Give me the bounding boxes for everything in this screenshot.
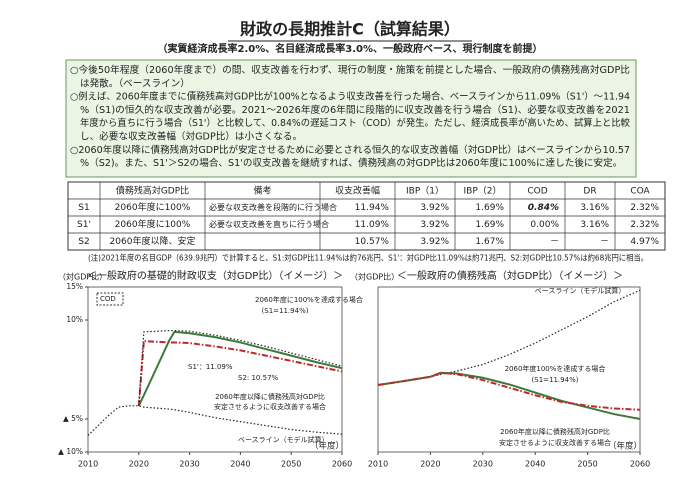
table-cell: 2060年度に100%: [115, 201, 191, 213]
annotation: 安定させるように収支改善する場合: [499, 438, 611, 447]
series-line: [377, 371, 641, 411]
table-cell: 1.69%: [475, 203, 504, 213]
annotation: 2060年度以降に債務残高対GDP比: [500, 427, 610, 436]
annotation: 2060年度以降に債務残高対GDP比: [215, 392, 325, 401]
table-cell: 2060年度に100%: [115, 218, 191, 230]
table-cell: 2060年度以降、安定: [110, 235, 196, 247]
table-cell: 3.16%: [580, 203, 609, 213]
x-tick-label: 2050: [281, 460, 301, 469]
annotation: (S1=11.94%): [532, 376, 579, 384]
table-cell: 2.32%: [630, 220, 659, 230]
chart-title: ＜一般政府の基礎的財政収支（対GDP比）（イメージ）＞: [87, 269, 343, 282]
annotation: S1'：11.09%: [188, 363, 233, 371]
summary-line: し、必要な収支改善幅（対GDP比）は小さくなる。: [80, 131, 302, 143]
summary-line: ○例えば、2060年度までに債務残高対GDP比が100%となるよう収支改善を行っ…: [70, 91, 630, 103]
table-header: 収支改善幅: [335, 185, 380, 197]
y-tick-label: ▲ 5%: [63, 414, 83, 423]
series-line: [87, 405, 343, 436]
table-cell: 1.69%: [475, 220, 504, 230]
y-tick-label: ▲ 10%: [58, 447, 83, 456]
summary-line: %（S1)の恒久的な収支改善が必要。2021～2026年度の6年間に段階的に収支…: [80, 104, 630, 116]
table-header: COD: [527, 187, 547, 197]
summary-line: 年度から直ちに行う場合（S1'）と比較して、0.84%の遅延コスト（COD）が発…: [80, 117, 630, 129]
table-header: DR: [583, 187, 596, 197]
series-line: [137, 330, 343, 407]
table-cell: 1.67%: [475, 237, 504, 247]
x-tick-label: 2040: [230, 460, 250, 469]
x-tick-label: 2040: [525, 460, 545, 469]
y-tick-label: 15%: [66, 282, 83, 291]
table-cell: 3.16%: [580, 220, 609, 230]
x-tick-label: 2030: [179, 460, 199, 469]
y-axis-label: （対GDP比）: [58, 272, 107, 282]
table-cell: 4.97%: [630, 237, 659, 247]
table-cell: S1: [78, 203, 89, 213]
table-cell: 11.09%: [355, 220, 390, 230]
table-cell: 3.92%: [420, 220, 449, 230]
annotation: 2060年度100%を達成する場合: [505, 364, 606, 373]
x-tick-label: 2010: [368, 460, 388, 469]
table-cell: 11.94%: [355, 203, 390, 213]
page-title: 財政の長期推計C（試算結果）: [240, 20, 460, 39]
page-subtitle: （実質経済成長率2.0%、名目経済成長率3.0%、一般政府ベース、現行制度を前提…: [158, 42, 543, 55]
annotation: 2060年度に100%を達成する場合: [255, 295, 363, 304]
series-line: [138, 329, 343, 406]
y-axis-label: （対GDP比）: [350, 272, 399, 282]
chart-title: ＜一般政府の債務残高（対GDP比）（イメージ）＞: [397, 269, 623, 282]
table-cell: －: [550, 237, 559, 247]
table-cell: S1': [77, 220, 91, 230]
x-tick-label: 2020: [129, 460, 149, 469]
plot-frame: [87, 286, 343, 453]
table-header: IBP（1）: [406, 186, 444, 197]
summary-line: ○今後50年程度（2060年度まで）の間、収支改善を行わず、現行の制度・施策を前…: [70, 64, 630, 76]
table-cell: 3.92%: [420, 203, 449, 213]
summary-line: は発散。（ベースライン）: [80, 77, 190, 89]
table-cell: 2.32%: [630, 203, 659, 213]
annotation: S2: 10.57%: [238, 374, 279, 382]
table-cell: 0.00%: [530, 220, 559, 230]
x-axis-label: （年度）: [608, 441, 642, 452]
table-cell: 必要な収支改善を段階的に行う場合: [209, 202, 337, 212]
x-axis-label: （年度）: [310, 441, 344, 452]
table-header: IBP（2）: [464, 186, 502, 197]
x-tick-label: 2060: [332, 460, 352, 469]
note: (注)2021年度の名目GDP（639.9兆円）で計算すると、S1:対GDP比1…: [88, 253, 648, 263]
table-header: 債務残高対GDP比: [116, 185, 189, 197]
summary-line: ○2060年度以降に債務残高対GDP比が安定させるために必要とされる恒久的な収支…: [70, 144, 630, 156]
annotation: ベースライン（モデル試算）: [535, 286, 626, 295]
table-cell: 10.57%: [355, 237, 390, 247]
summary-box: [65, 59, 637, 178]
annotation: COD: [100, 295, 116, 303]
x-tick-label: 2020: [420, 460, 440, 469]
x-tick-label: 2030: [473, 460, 493, 469]
table-header: COA: [630, 187, 650, 197]
table-cell: －: [600, 237, 609, 247]
summary-line: %（S2)。また、S1'＞S2の場合、S1'の収支改善を継続すれば、債務残高の対…: [80, 157, 622, 169]
table-cell: 3.92%: [420, 237, 449, 247]
annotation-box: [96, 292, 124, 306]
x-tick-label: 2010: [78, 460, 98, 469]
plot-frame: [377, 286, 641, 453]
x-tick-label: 2050: [577, 460, 597, 469]
table-cell: S2: [78, 237, 89, 247]
y-tick-label: 10%: [66, 315, 83, 324]
table-cell: 必要な収支改善を直ちに行う場合: [209, 219, 329, 229]
table-header: 備考: [253, 185, 271, 197]
annotation: 安定させるように収支改善する場合: [214, 402, 326, 411]
table-cell: 0.84%: [528, 203, 559, 213]
annotation: (S1=11.94%): [262, 307, 309, 315]
series-line: [137, 340, 343, 406]
annotation: ベースライン（モデル試算）: [238, 435, 329, 444]
x-tick-label: 2060: [630, 460, 650, 469]
